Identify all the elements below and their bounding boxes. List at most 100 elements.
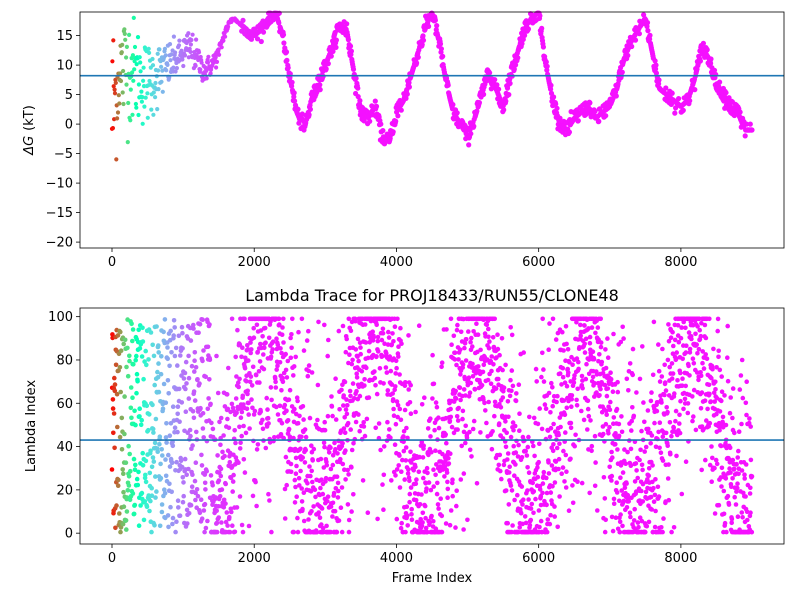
- bottom-data-point: [564, 405, 570, 411]
- bottom-data-point: [345, 467, 351, 473]
- bottom-data-point: [482, 400, 487, 406]
- bottom-data-point: [695, 324, 700, 329]
- top-data-point: [141, 65, 146, 70]
- bottom-data-point: [316, 319, 321, 325]
- bottom-data-point: [557, 371, 563, 376]
- bottom-data-point: [747, 416, 752, 421]
- top-data-point: [625, 52, 631, 59]
- bottom-data-point: [413, 464, 418, 470]
- top-data-point: [494, 82, 500, 88]
- top-y-axis-label: ΔG(kT): [22, 105, 37, 156]
- bottom-data-point: [399, 469, 404, 475]
- bottom-data-point: [324, 462, 330, 468]
- bottom-data-point: [223, 519, 229, 525]
- bottom-data-point: [560, 365, 566, 371]
- bottom-data-point: [121, 341, 126, 347]
- bottom-data-point: [137, 346, 143, 351]
- top-data-point: [145, 115, 150, 120]
- top-data-point: [214, 59, 220, 64]
- bottom-data-point: [183, 359, 189, 365]
- bottom-data-point: [158, 475, 164, 481]
- bottom-data-point: [679, 325, 684, 330]
- bottom-data-point: [115, 424, 120, 430]
- bottom-data-point: [446, 456, 451, 461]
- bottom-data-point: [467, 390, 473, 396]
- bottom-data-point: [176, 386, 182, 392]
- top-data-point: [130, 70, 135, 75]
- bottom-data-point: [232, 529, 238, 535]
- bottom-data-point: [540, 481, 546, 486]
- bottom-data-point: [730, 457, 736, 463]
- bottom-data-point: [543, 406, 549, 412]
- x-tick-label: 0: [108, 255, 116, 270]
- bottom-data-point: [307, 464, 312, 469]
- bottom-data-point: [451, 333, 457, 339]
- bottom-data-point: [555, 393, 560, 399]
- bottom-data-point: [284, 408, 289, 414]
- bottom-data-point: [537, 524, 542, 530]
- bottom-data-point: [627, 510, 633, 516]
- bottom-data-point: [330, 413, 335, 419]
- bottom-data-point: [722, 520, 728, 526]
- top-data-point: [141, 84, 147, 89]
- bottom-data-point: [171, 318, 177, 323]
- top-data-point: [511, 66, 517, 72]
- bottom-data-point: [281, 340, 286, 345]
- bottom-data-point: [155, 449, 160, 455]
- top-data-point: [254, 36, 261, 42]
- bottom-data-point: [605, 386, 611, 391]
- bottom-data-point: [734, 489, 739, 494]
- bottom-data-point: [570, 483, 575, 488]
- bottom-data-point: [408, 382, 414, 388]
- bottom-data-point: [370, 329, 376, 335]
- bottom-data-point: [703, 457, 708, 463]
- y-tick-label: 0: [65, 527, 73, 542]
- bottom-data-point: [239, 433, 244, 439]
- top-data-point: [544, 63, 550, 69]
- bottom-data-point: [739, 468, 745, 473]
- bottom-data-point: [503, 362, 508, 368]
- bottom-data-point: [169, 489, 174, 495]
- bottom-data-point: [339, 529, 345, 535]
- top-data-point: [165, 62, 170, 67]
- top-data-point: [420, 33, 426, 39]
- bottom-data-point: [156, 350, 161, 355]
- top-data-point: [120, 90, 125, 95]
- bottom-data-point: [222, 453, 227, 459]
- bottom-data-point: [189, 363, 195, 369]
- bottom-data-point: [556, 456, 562, 462]
- bottom-data-point: [328, 445, 333, 451]
- bottom-data-point: [191, 322, 196, 328]
- bottom-data-point: [563, 485, 569, 490]
- bottom-data-point: [186, 375, 192, 381]
- bottom-data-point: [137, 414, 142, 419]
- bottom-data-point: [250, 405, 255, 411]
- bottom-data-point: [571, 380, 577, 385]
- bottom-data-point: [244, 379, 249, 384]
- top-data-point: [487, 70, 493, 76]
- bottom-data-point: [562, 412, 568, 418]
- bottom-data-point: [526, 470, 532, 476]
- bottom-data-point: [467, 429, 472, 435]
- bottom-data-point: [236, 384, 241, 390]
- bottom-data-point: [749, 474, 755, 479]
- bottom-data-point: [597, 393, 602, 398]
- bottom-data-point: [277, 322, 282, 327]
- bottom-data-point: [177, 419, 182, 425]
- bottom-data-point: [188, 338, 194, 343]
- bottom-data-point: [167, 363, 172, 369]
- bottom-data-point: [287, 434, 293, 440]
- bottom-data-point: [617, 498, 622, 504]
- bottom-data-point: [390, 331, 395, 336]
- bottom-data-point: [174, 519, 179, 524]
- bottom-data-point: [620, 324, 625, 330]
- bottom-data-point: [136, 523, 142, 528]
- bottom-data-point: [257, 359, 263, 364]
- bottom-data-point: [500, 395, 506, 400]
- bottom-data-point: [623, 461, 628, 467]
- bottom-data-point: [729, 516, 735, 522]
- bottom-data-point: [216, 515, 221, 520]
- top-data-point: [347, 43, 354, 49]
- bottom-data-point: [288, 461, 294, 467]
- bottom-data-point: [253, 372, 259, 378]
